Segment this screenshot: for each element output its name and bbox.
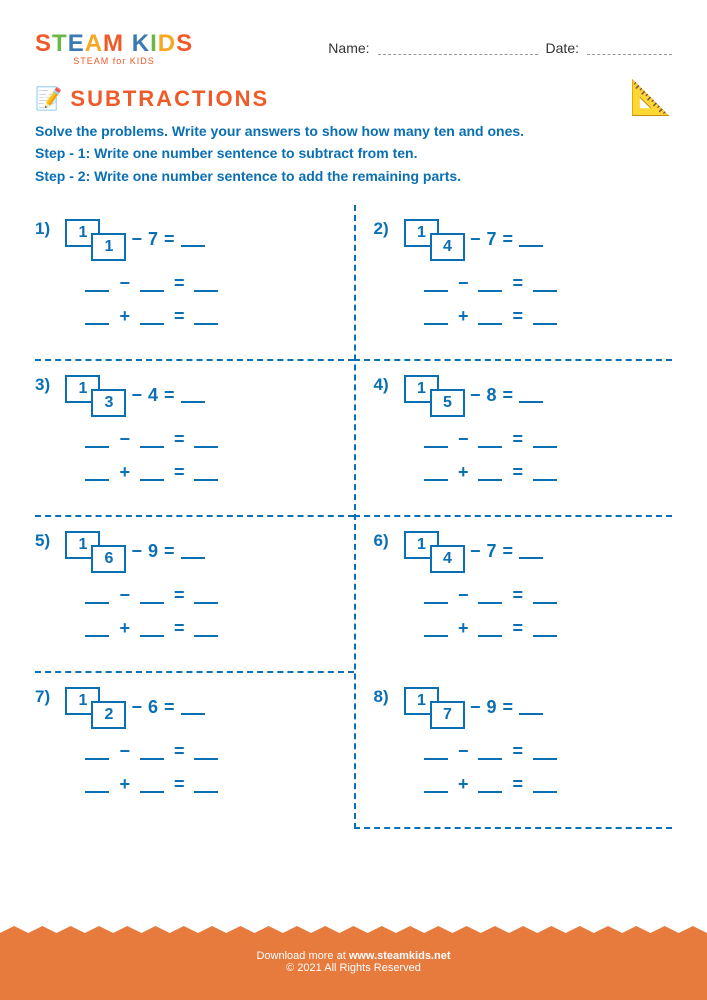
minus-sign: − [131,229,142,250]
problem-1: 1) 1 1 − 7 = −= += [35,205,354,361]
instructions: Solve the problems. Write your answers t… [35,120,672,187]
subtrahend: 7 [148,229,158,250]
name-label: Name: [328,40,369,56]
instruction-line-2: Step - 1: Write one number sentence to s… [35,142,672,164]
answer-blank[interactable] [181,231,205,247]
logo-main: STEAM KIDS [35,30,193,58]
problem-number: 1) [35,219,61,239]
step-blank[interactable] [140,276,164,292]
problem-number: 2) [374,219,400,239]
copyright: © 2021 All Rights Reserved [0,962,707,974]
problems-grid: 1) 1 1 − 7 = −= += 2) [35,205,672,829]
problem-4: 4) 15−8= −= += [354,361,673,517]
step-blank[interactable] [140,309,164,325]
problem-7: 7) 12−6= −= += [35,673,354,829]
instruction-line-3: Step - 2: Write one number sentence to a… [35,165,672,187]
notepad-icon: 📝 [35,86,62,112]
step-blank[interactable] [194,276,218,292]
footer-link: www.steamkids.net [349,950,451,962]
name-date-fields: Name: Date: [328,40,672,56]
footer-wave [0,926,707,940]
date-label: Date: [546,40,579,56]
problem-3: 3) 13−4= −= += [35,361,354,517]
page-title: SUBTRACTIONS [70,86,269,112]
step-blank[interactable] [85,276,109,292]
date-input-line[interactable] [587,41,672,55]
ones-digit: 1 [91,233,126,261]
problem-8: 8) 17−9= −= += [354,673,673,829]
title-row: 📝 SUBTRACTIONS 📐 [35,86,672,112]
footer: Download more at www.steamkids.net © 202… [0,940,707,1000]
problem-6: 6) 14−7= −= += [354,517,673,673]
footer-text: Download more at [256,950,348,962]
equals-sign: = [164,229,175,250]
digit-boxes: 1 1 [65,219,125,259]
step-blank[interactable] [194,309,218,325]
step-blank[interactable] [85,309,109,325]
logo: STEAM KIDS STEAM for KIDS [35,30,193,66]
problem-5: 5) 16−9= −= += [35,517,354,673]
worksheet-header: STEAM KIDS STEAM for KIDS Name: Date: [35,30,672,66]
name-input-line[interactable] [378,41,538,55]
ruler-triangle-icon: 📐 [630,78,672,118]
instruction-line-1: Solve the problems. Write your answers t… [35,120,672,142]
logo-subtitle: STEAM for KIDS [35,56,193,66]
problem-2: 2) 14 −7= −= += [354,205,673,361]
